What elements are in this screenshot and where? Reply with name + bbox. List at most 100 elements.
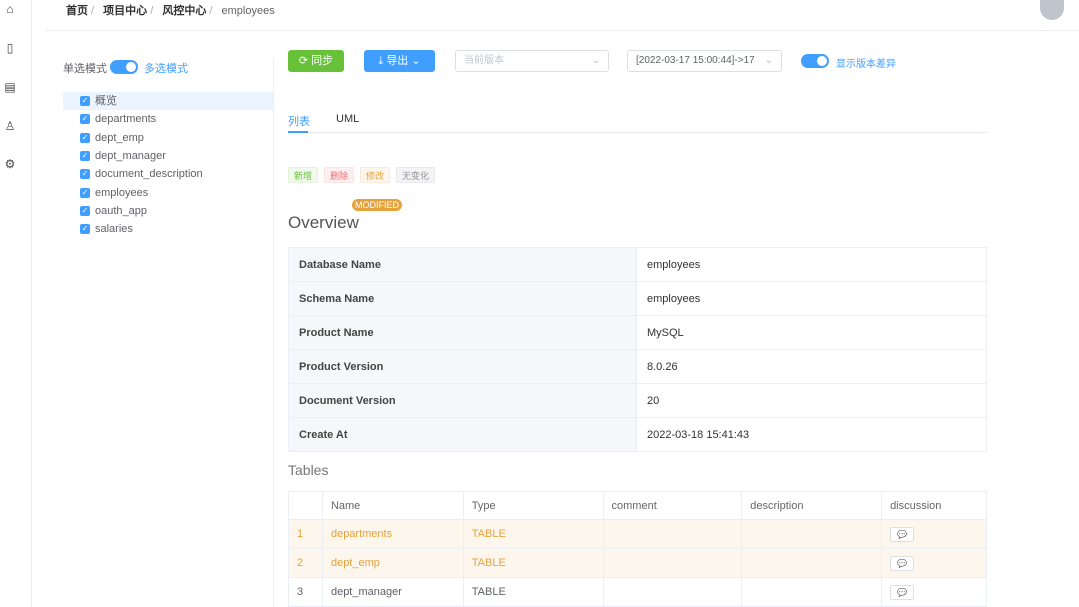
table-name[interactable]: dept_manager — [321, 577, 464, 607]
tab-list[interactable]: 列表 — [288, 116, 310, 128]
table-type: TABLE — [462, 548, 604, 578]
overview-key: Schema Name — [288, 281, 637, 316]
checkbox[interactable]: ✓ — [80, 114, 90, 125]
overview-value: 8.0.26 — [636, 349, 987, 384]
table-name[interactable]: dept_emp — [321, 548, 464, 578]
tree-item-label: departments — [95, 113, 157, 126]
overview-row: Database Name employees — [288, 247, 987, 282]
comment-icon[interactable]: 💬 — [890, 555, 915, 571]
sync-button[interactable]: ⟳ 同步 — [288, 50, 344, 72]
overview-key: Create At — [288, 417, 637, 452]
table-row[interactable]: 2 dept_emp TABLE 💬 — [288, 548, 987, 578]
overview-row: Document Version 20 — [288, 383, 987, 418]
breadcrumb-current: employees — [221, 5, 275, 17]
sync-label: 同步 — [311, 55, 334, 67]
tree-item[interactable]: ✓ salaries — [63, 220, 273, 238]
column-header: Name — [321, 491, 464, 520]
tree-item[interactable]: ✓ departments — [63, 110, 273, 128]
row-number: 2 — [288, 548, 323, 578]
checkbox[interactable]: ✓ — [80, 205, 90, 216]
table-type: TABLE — [462, 577, 604, 607]
breadcrumb-risk-center[interactable]: 风控中心 — [162, 5, 207, 17]
overview-value: employees — [636, 281, 987, 316]
checkbox[interactable]: ✓ — [80, 187, 90, 198]
avatar[interactable] — [1040, 0, 1064, 20]
column-header: Type — [462, 491, 604, 520]
checkbox[interactable]: ✓ — [80, 169, 90, 180]
table-comment — [602, 577, 743, 607]
overview-key: Product Name — [288, 315, 637, 350]
table-row[interactable]: 1 departments TABLE 💬 — [288, 519, 987, 549]
legend-added: 新增 — [288, 167, 319, 183]
checkbox[interactable]: ✓ — [80, 150, 90, 161]
overview-title: Overview — [288, 213, 359, 232]
overview-table: Database Name employees Schema Name employe… — [288, 247, 987, 452]
table-name[interactable]: departments — [321, 519, 464, 549]
book-icon[interactable]: ▯ — [6, 41, 14, 55]
tree-item-label: salaries — [95, 223, 133, 236]
tree-item[interactable]: ✓ 概览 — [63, 92, 273, 110]
tab-uml[interactable]: UML — [336, 113, 360, 125]
column-header — [288, 491, 323, 520]
row-number: 1 — [288, 519, 323, 549]
checkbox[interactable]: ✓ — [80, 132, 90, 143]
active-tab-indicator — [288, 131, 308, 133]
table-description — [741, 577, 883, 607]
column-header: comment — [602, 491, 743, 520]
breadcrumb: 首页 / 项目中心 / 风控中心 / employees — [66, 5, 275, 17]
overview-value: 20 — [636, 383, 987, 418]
overview-value: MySQL — [636, 315, 987, 350]
home-icon[interactable]: ⌂ — [6, 2, 14, 16]
overview-value: 2022-03-18 15:41:43 — [636, 417, 987, 452]
compare-version-value: [2022-03-17 15:00:44]->17 — [636, 55, 755, 66]
discussion-cell: 💬 — [881, 519, 987, 549]
comment-icon[interactable]: 💬 — [890, 584, 915, 600]
tabs-divider — [288, 132, 987, 133]
overview-row: Product Version 8.0.26 — [288, 349, 987, 384]
icon-rail: ⌂ ▯ ▤ ♙ ⚙ — [0, 0, 32, 607]
panel-divider — [273, 58, 274, 607]
overview-row: Product Name MySQL — [288, 315, 987, 350]
tables-title: Tables — [288, 462, 329, 478]
header-divider — [45, 30, 1079, 31]
table-description — [741, 519, 883, 549]
table-type: TABLE — [462, 519, 604, 549]
tree-item-label: dept_emp — [95, 131, 144, 144]
chevron-down-icon: ⌄ — [764, 55, 773, 66]
mode-switch[interactable] — [110, 60, 138, 74]
column-header: discussion — [881, 491, 987, 520]
current-version-placeholder: 当前版本 — [464, 55, 504, 66]
breadcrumb-project-center[interactable]: 项目中心 — [103, 5, 148, 17]
download-icon: ⤓ — [378, 55, 387, 67]
discussion-cell: 💬 — [881, 577, 987, 607]
table-row[interactable]: 3 dept_manager TABLE 💬 — [288, 577, 987, 607]
compare-version-select[interactable]: [2022-03-17 15:00:44]->17 ⌄ — [627, 50, 782, 72]
export-button[interactable]: ⤓ 导出 ⌄ — [364, 50, 435, 72]
breadcrumb-home[interactable]: 首页 — [66, 5, 88, 17]
tree-item[interactable]: ✓ oauth_app — [63, 202, 273, 220]
export-label: 导出 — [386, 55, 409, 67]
overview-key: Document Version — [288, 383, 637, 418]
tree-item[interactable]: ✓ dept_emp — [63, 129, 273, 147]
clipboard-icon[interactable]: ▤ — [4, 80, 16, 94]
comment-icon[interactable]: 💬 — [890, 526, 915, 542]
show-diff-switch[interactable] — [801, 54, 829, 68]
tree-item-label: employees — [95, 186, 149, 199]
tree-item[interactable]: ✓ dept_manager — [63, 147, 273, 165]
checkbox[interactable]: ✓ — [80, 224, 90, 235]
checkbox[interactable]: ✓ — [80, 96, 90, 106]
current-version-select[interactable]: 当前版本 ⌄ — [455, 50, 609, 72]
tree-item-label: dept_manager — [95, 149, 166, 162]
column-header: description — [741, 491, 883, 520]
legend-modified: 修改 — [360, 167, 391, 183]
discussion-cell: 💬 — [881, 548, 987, 578]
user-icon[interactable]: ♙ — [4, 119, 16, 133]
tree-item-label: oauth_app — [95, 204, 147, 217]
tree-item[interactable]: ✓ document_description — [63, 165, 273, 183]
tree-item[interactable]: ✓ employees — [63, 184, 273, 202]
overview-row: Create At 2022-03-18 15:41:43 — [288, 417, 987, 452]
legend-unchanged: 无变化 — [396, 167, 436, 183]
gear-icon[interactable]: ⚙ — [4, 157, 16, 171]
row-number: 3 — [288, 577, 323, 607]
overview-value: employees — [636, 247, 987, 282]
